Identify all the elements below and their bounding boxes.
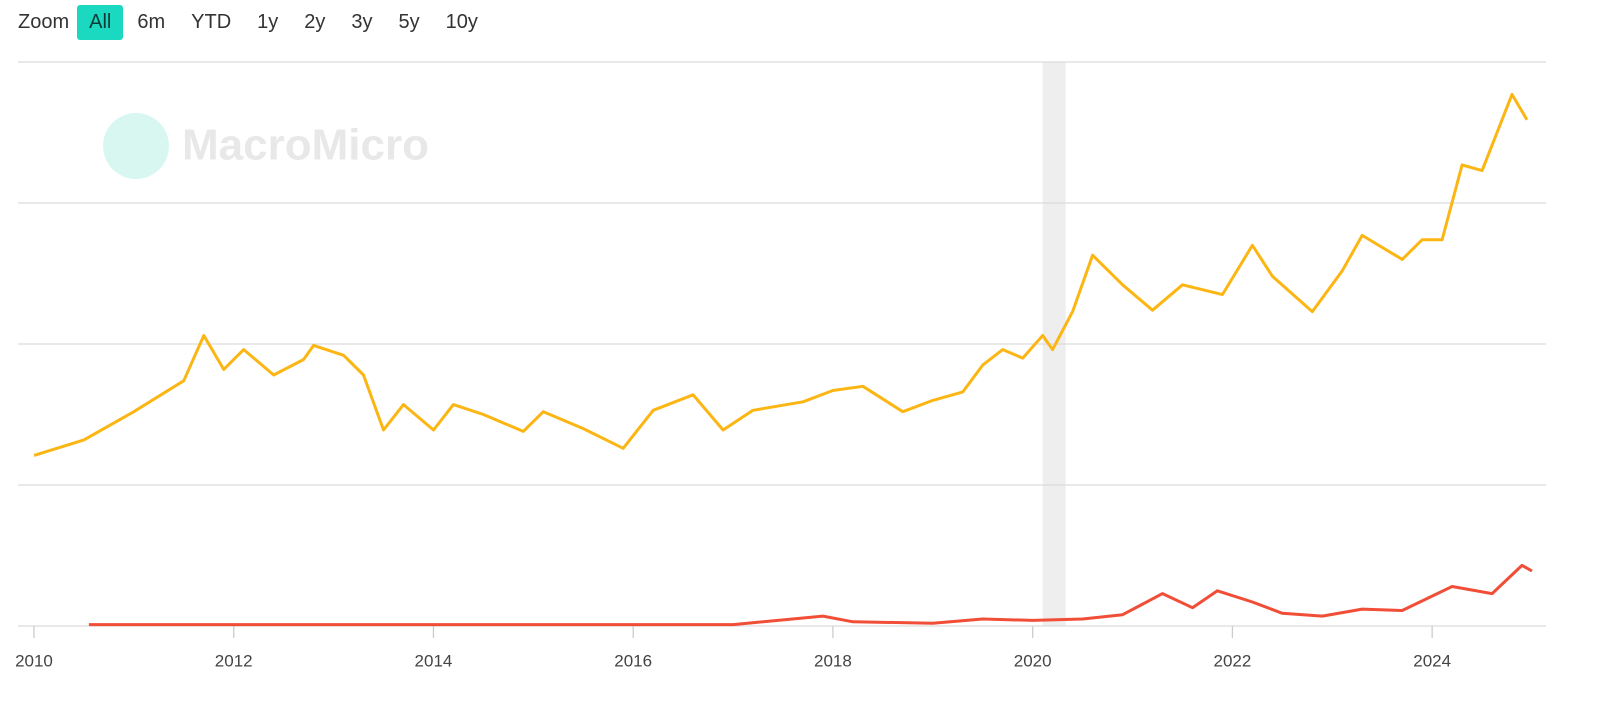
- zoom-button[interactable]: 3y: [339, 5, 384, 40]
- watermark: MacroMicro: [182, 121, 429, 170]
- zoom-button[interactable]: All: [77, 4, 124, 40]
- zoom-bar: Zoom All 6m YTD 1y 2y 3y 5y 10y: [18, 4, 492, 40]
- x-tick-label: 2010: [15, 651, 53, 670]
- x-tick-label: 2020: [1014, 651, 1052, 670]
- zoom-button[interactable]: 1y: [245, 5, 290, 40]
- x-tick-label: 2022: [1213, 651, 1251, 670]
- zoom-button[interactable]: 5y: [387, 5, 432, 40]
- x-tick-label: 2018: [814, 651, 852, 670]
- zoom-button[interactable]: YTD: [179, 5, 243, 40]
- x-tick-label: 2012: [215, 651, 253, 670]
- x-tick-label: 2024: [1413, 651, 1451, 670]
- series-line: [88, 563, 1533, 627]
- x-tick-label: 2016: [614, 651, 652, 670]
- x-tick-label: 2014: [415, 651, 453, 670]
- watermark-logo: [103, 113, 169, 179]
- zoom-button[interactable]: 6m: [125, 5, 177, 40]
- series-line: [33, 92, 1529, 457]
- zoom-button[interactable]: 2y: [292, 5, 337, 40]
- zoom-button[interactable]: 10y: [434, 5, 490, 40]
- zoom-label: Zoom: [18, 10, 70, 33]
